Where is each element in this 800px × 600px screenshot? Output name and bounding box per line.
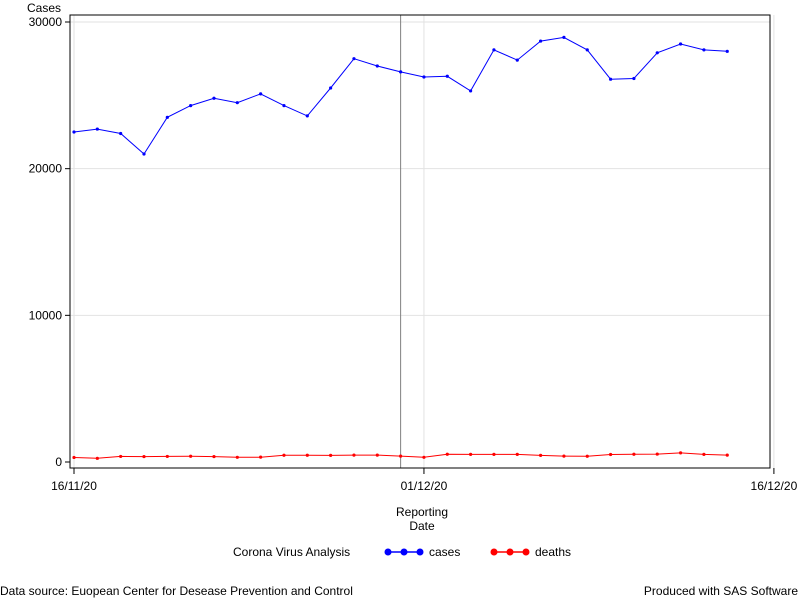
- legend-label-cases: cases: [429, 545, 460, 559]
- data-point-cases: [702, 48, 706, 52]
- data-point-cases: [305, 114, 309, 118]
- data-point-cases: [492, 48, 496, 52]
- data-point-cases: [375, 64, 379, 68]
- data-point-deaths: [212, 454, 216, 459]
- series-cases: [72, 35, 729, 156]
- data-point-cases: [539, 39, 543, 43]
- data-point-deaths: [165, 454, 169, 459]
- legend-label-deaths: deaths: [535, 545, 571, 559]
- data-point-deaths: [445, 452, 449, 456]
- data-point-deaths: [469, 452, 473, 456]
- x-tick-label: 01/12/20: [401, 479, 448, 493]
- y-tick-label: 30000: [29, 15, 63, 29]
- footnote-produced: Produced with SAS Software: [643, 584, 798, 598]
- legend-title: Corona Virus Analysis: [233, 545, 350, 559]
- data-point-deaths: [678, 451, 683, 455]
- data-point-deaths: [702, 452, 706, 456]
- data-point-cases: [72, 130, 76, 134]
- data-point-cases: [212, 96, 216, 100]
- data-point-cases: [445, 74, 449, 78]
- data-point-deaths: [608, 452, 613, 457]
- data-point-deaths: [142, 454, 146, 459]
- data-point-deaths: [399, 454, 403, 458]
- data-point-deaths: [189, 454, 193, 458]
- data-point-cases: [259, 92, 263, 96]
- legend-item-cases: cases: [384, 545, 460, 559]
- legend-marker-deaths: [490, 548, 498, 556]
- legend: Corona Virus Analysis cases deaths: [233, 545, 571, 559]
- data-point-deaths: [422, 455, 426, 459]
- data-point-cases: [725, 49, 729, 53]
- legend-item-deaths: deaths: [490, 545, 571, 559]
- data-point-cases: [142, 152, 146, 156]
- data-point-deaths: [725, 453, 729, 457]
- data-point-deaths: [259, 455, 263, 459]
- grid: [70, 15, 775, 468]
- data-point-cases: [282, 104, 286, 108]
- data-point-cases: [422, 75, 426, 79]
- data-point-cases: [95, 127, 99, 131]
- data-point-cases: [585, 48, 589, 52]
- data-point-deaths: [375, 453, 379, 457]
- data-point-deaths: [655, 452, 659, 456]
- data-point-deaths: [352, 453, 356, 457]
- data-point-deaths: [539, 453, 543, 457]
- data-point-deaths: [72, 455, 76, 460]
- x-axis-title-line2: Date: [409, 519, 435, 533]
- y-tick-label: 10000: [29, 308, 63, 322]
- data-point-deaths: [95, 456, 99, 460]
- data-point-cases: [119, 131, 123, 136]
- data-point-cases: [562, 35, 566, 40]
- x-tick-label: 16/12/20: [751, 479, 798, 493]
- footnote-source: Data source: Euopean Center for Desease …: [0, 584, 353, 598]
- data-point-cases: [515, 58, 519, 62]
- x-tick-label: 16/11/20: [51, 479, 97, 493]
- legend-marker-cases: [416, 548, 424, 556]
- data-point-cases: [678, 42, 683, 46]
- x-axis: 16/11/20 01/12/20 16/12/20: [51, 468, 798, 493]
- x-axis-title-line1: Reporting: [396, 505, 448, 519]
- data-point-deaths: [515, 452, 519, 456]
- data-point-deaths: [562, 454, 566, 458]
- data-point-cases: [189, 104, 193, 108]
- y-tick-label: 0: [55, 455, 62, 469]
- y-axis-title: Cases: [27, 1, 61, 15]
- data-point-deaths: [492, 452, 496, 456]
- data-point-deaths: [305, 453, 309, 457]
- legend-marker-deaths: [506, 548, 514, 556]
- legend-marker-cases: [384, 548, 392, 556]
- data-point-cases: [608, 77, 613, 81]
- data-point-cases: [655, 51, 659, 55]
- plot-frame: [69, 14, 771, 469]
- data-point-cases: [352, 57, 356, 61]
- data-point-deaths: [329, 453, 333, 457]
- data-point-deaths: [235, 455, 239, 459]
- series-layer: [72, 35, 729, 460]
- data-point-cases: [399, 70, 403, 74]
- data-point-cases: [235, 101, 239, 105]
- data-point-cases: [165, 115, 169, 119]
- data-point-deaths: [585, 454, 589, 458]
- data-point-cases: [329, 86, 333, 90]
- legend-marker-deaths: [522, 548, 530, 556]
- legend-marker-cases: [400, 548, 408, 556]
- data-point-deaths: [632, 452, 636, 456]
- series-deaths: [72, 451, 729, 460]
- data-point-cases: [469, 89, 473, 93]
- y-axis: 0 10000 20000 30000: [29, 15, 70, 469]
- data-point-cases: [632, 76, 636, 81]
- data-point-deaths: [119, 454, 123, 459]
- data-point-deaths: [282, 453, 286, 457]
- y-tick-label: 20000: [29, 162, 63, 176]
